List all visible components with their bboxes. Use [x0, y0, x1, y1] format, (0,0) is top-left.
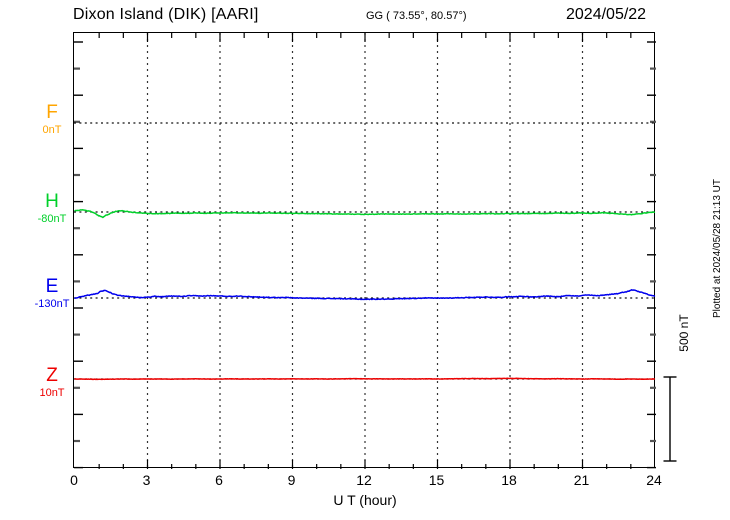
channel-label-Z: Z 10nT — [22, 366, 82, 400]
channel-name-F: F — [46, 102, 58, 123]
plot-area — [73, 32, 656, 469]
x-tick-15: 15 — [428, 472, 445, 488]
channel-label-F: F 0nT — [22, 103, 82, 137]
x-tick-9: 9 — [287, 472, 296, 488]
x-tick-3: 3 — [142, 472, 151, 488]
channel-name-Z: Z — [46, 365, 58, 386]
channel-baseline-H: -80nT — [37, 213, 67, 225]
channel-name-E: E — [45, 276, 59, 297]
x-tick-24: 24 — [646, 472, 662, 488]
x-tick-0: 0 — [70, 472, 78, 488]
channel-baseline-F: 0nT — [42, 124, 62, 136]
channel-baseline-Z: 10nT — [39, 387, 65, 399]
channel-name-H: H — [45, 191, 59, 212]
channel-label-E: E -130nT — [22, 277, 82, 311]
plotted-timestamp: Plotted at 2024/05/28 21:13 UT — [712, 179, 723, 318]
observation-date: 2024/05/22 — [566, 6, 647, 23]
scale-bar-label: 500 nT — [677, 314, 691, 352]
geographic-coordinates: GG ( 73.55°, 80.57°) — [366, 10, 467, 22]
x-tick-21: 21 — [573, 472, 590, 488]
channel-baseline-E: -130nT — [34, 298, 70, 310]
x-tick-18: 18 — [501, 472, 517, 488]
page-title: Dixon Island (DIK) [AARI] — [73, 6, 259, 23]
scale-bar-glyph — [663, 376, 677, 462]
channel-label-H: H -80nT — [22, 192, 82, 226]
x-tick-12: 12 — [356, 472, 372, 488]
x-tick-6: 6 — [215, 472, 223, 488]
magnetogram-traces — [74, 33, 656, 469]
x-axis-label: U T (hour) — [333, 492, 397, 508]
